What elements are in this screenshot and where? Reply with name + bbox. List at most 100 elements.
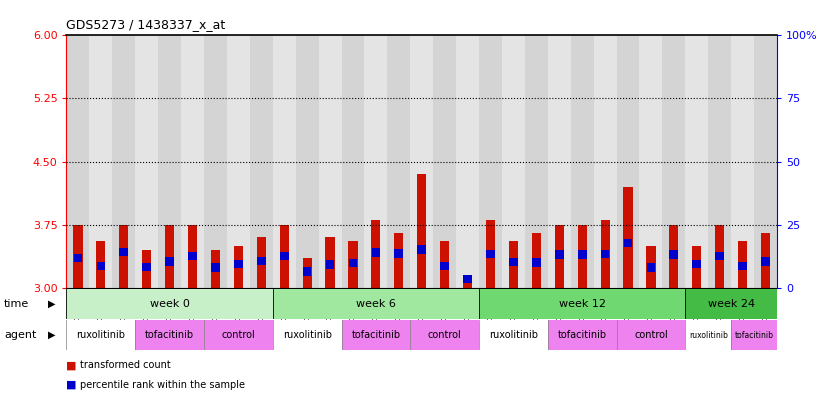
Bar <box>96 262 106 270</box>
Bar <box>302 258 312 288</box>
Bar <box>479 320 548 350</box>
Bar <box>273 320 342 350</box>
Bar <box>669 225 678 288</box>
Text: tofacitinib: tofacitinib <box>145 330 194 340</box>
Bar <box>279 225 289 288</box>
Bar <box>211 263 220 272</box>
Bar <box>502 35 525 288</box>
Bar <box>601 250 609 258</box>
Bar <box>731 320 777 350</box>
Bar <box>692 260 701 268</box>
Bar <box>371 220 381 288</box>
Bar <box>349 259 357 267</box>
Bar <box>74 254 82 263</box>
Bar <box>532 233 541 288</box>
Bar <box>670 250 678 259</box>
Bar <box>326 237 335 288</box>
Text: agent: agent <box>4 330 37 340</box>
Bar <box>257 237 266 288</box>
Bar <box>73 225 82 288</box>
Bar <box>738 262 747 270</box>
Bar <box>280 252 288 260</box>
Bar <box>754 35 777 288</box>
Text: week 6: week 6 <box>356 299 396 309</box>
Bar <box>640 35 662 288</box>
Bar <box>165 257 174 266</box>
Bar <box>647 263 656 272</box>
Bar <box>204 35 227 288</box>
Text: week 12: week 12 <box>558 299 606 309</box>
Bar <box>394 233 403 288</box>
Bar <box>715 252 724 260</box>
Bar <box>715 225 725 288</box>
Text: ruxolitinib: ruxolitinib <box>489 330 538 340</box>
Text: ▶: ▶ <box>48 299 56 309</box>
Bar <box>623 187 632 288</box>
Bar <box>686 289 777 319</box>
Bar <box>479 35 502 288</box>
Text: ruxolitinib: ruxolitinib <box>283 330 332 340</box>
Bar <box>456 35 479 288</box>
Bar <box>188 252 197 260</box>
Bar <box>647 246 656 288</box>
Bar <box>250 35 273 288</box>
Bar <box>486 220 495 288</box>
Bar <box>211 250 220 288</box>
Bar <box>417 245 426 253</box>
Bar <box>571 35 593 288</box>
Bar <box>234 260 243 268</box>
Text: week 24: week 24 <box>707 299 755 309</box>
Bar <box>66 35 90 288</box>
Bar <box>548 320 617 350</box>
Bar <box>486 250 494 258</box>
Bar <box>555 250 563 259</box>
Bar <box>181 35 204 288</box>
Bar <box>440 241 450 288</box>
Bar <box>234 246 243 288</box>
Bar <box>112 35 135 288</box>
Bar <box>342 35 365 288</box>
Text: control: control <box>222 330 255 340</box>
Bar <box>548 35 571 288</box>
Bar <box>142 250 151 288</box>
Text: control: control <box>428 330 461 340</box>
Bar <box>342 320 411 350</box>
Bar <box>509 241 518 288</box>
Text: ■: ■ <box>66 360 77 371</box>
Bar <box>578 250 587 259</box>
Text: GDS5273 / 1438337_x_at: GDS5273 / 1438337_x_at <box>66 18 226 31</box>
Bar <box>686 35 708 288</box>
Bar <box>96 241 106 288</box>
Bar <box>601 220 610 288</box>
Bar <box>326 260 334 268</box>
Bar <box>761 257 770 266</box>
Bar <box>66 289 273 319</box>
Bar <box>227 35 250 288</box>
Bar <box>365 35 387 288</box>
Bar <box>463 279 472 288</box>
Bar <box>165 225 175 288</box>
Bar <box>158 35 181 288</box>
Bar <box>623 239 632 247</box>
Bar <box>90 35 112 288</box>
Text: transformed count: transformed count <box>80 360 170 371</box>
Bar <box>371 248 381 257</box>
Bar <box>120 248 128 256</box>
Bar <box>593 35 617 288</box>
Text: percentile rank within the sample: percentile rank within the sample <box>80 380 245 390</box>
Bar <box>440 262 449 270</box>
Bar <box>395 249 403 257</box>
Bar <box>273 289 479 319</box>
Bar <box>692 246 701 288</box>
Bar <box>617 320 686 350</box>
Bar <box>708 35 731 288</box>
Bar <box>66 320 135 350</box>
Bar <box>188 225 197 288</box>
Bar <box>617 35 640 288</box>
Bar <box>119 225 128 288</box>
Bar <box>273 35 296 288</box>
Bar <box>532 259 541 267</box>
Bar <box>761 233 770 288</box>
Text: time: time <box>4 299 29 309</box>
Text: tofacitinib: tofacitinib <box>352 330 401 340</box>
